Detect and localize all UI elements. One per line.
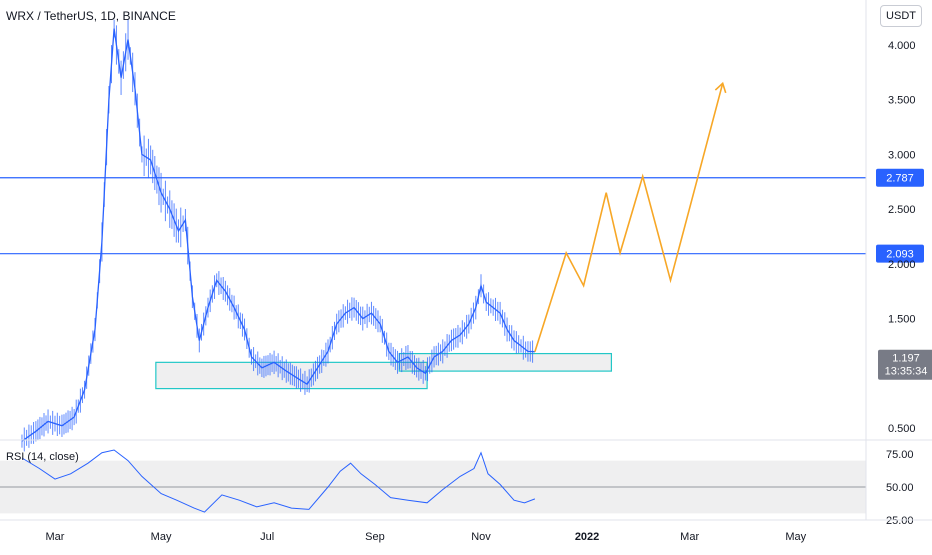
x-tick-label: May — [785, 531, 806, 543]
rsi-line — [21, 449, 536, 513]
rsi-level-label: 25.00 — [886, 515, 914, 527]
rsi-level-label: 75.00 — [886, 449, 914, 461]
level-label: 2.093 — [886, 249, 914, 261]
y-tick-label: 0.500 — [888, 423, 916, 435]
rsi-level-label: 50.00 — [886, 482, 914, 494]
projection-path — [534, 83, 724, 352]
x-tick-label: Mar — [680, 531, 699, 543]
projection-arrowhead — [714, 81, 727, 94]
y-tick-label: 3.500 — [888, 95, 916, 107]
rsi-title: RSI (14, close) — [6, 451, 79, 463]
price-line — [21, 28, 535, 442]
y-tick-label: 2.000 — [888, 259, 916, 271]
x-tick-label: Sep — [365, 531, 385, 543]
y-tick-label: 1.500 — [888, 314, 916, 326]
y-tick-label: 4.000 — [888, 40, 916, 52]
y-tick-label: 2.500 — [888, 204, 916, 216]
x-tick-label: May — [151, 531, 172, 543]
level-badge — [876, 168, 924, 187]
x-tick-label: 2022 — [575, 531, 599, 543]
x-tick-label: Nov — [471, 531, 491, 543]
y-tick-label: 3.000 — [888, 149, 916, 161]
level-badge — [876, 244, 924, 263]
chart-title: WRX / TetherUS, 1D, BINANCE — [6, 9, 176, 23]
x-tick-label: Mar — [46, 531, 65, 543]
level-label: 2.787 — [886, 173, 914, 185]
last-price-badge — [878, 349, 932, 380]
countdown-label: 13:35:34 — [885, 366, 928, 378]
last-price-label: 1.197 — [892, 353, 920, 365]
currency-button[interactable]: USDT — [880, 5, 922, 27]
support-zone — [155, 361, 428, 390]
x-tick-label: Jul — [260, 531, 274, 543]
